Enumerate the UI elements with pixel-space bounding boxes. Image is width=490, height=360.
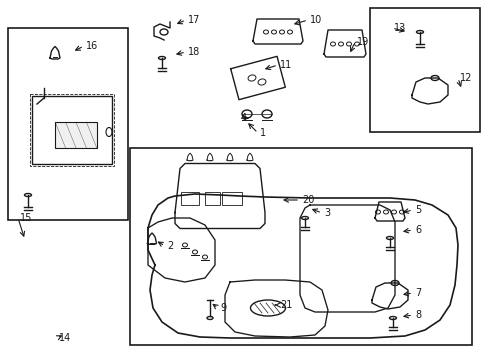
Text: 7: 7: [415, 288, 421, 298]
Text: 9: 9: [220, 303, 226, 313]
Bar: [130, 148, 472, 345]
Bar: [222, 192, 242, 204]
Bar: [204, 192, 220, 204]
Bar: [181, 192, 199, 204]
Bar: [30, 94, 114, 166]
Text: 18: 18: [188, 47, 200, 57]
Text: 14: 14: [59, 333, 71, 343]
Text: 19: 19: [357, 37, 369, 47]
Text: 20: 20: [302, 195, 315, 205]
Text: 17: 17: [188, 15, 200, 25]
Text: 4: 4: [241, 113, 247, 123]
Text: 5: 5: [415, 205, 421, 215]
Text: 1: 1: [260, 128, 266, 138]
Bar: [55, 122, 97, 148]
Text: 6: 6: [415, 225, 421, 235]
Text: 16: 16: [86, 41, 98, 51]
Text: 8: 8: [415, 310, 421, 320]
Text: 21: 21: [280, 300, 293, 310]
Text: 13: 13: [394, 23, 406, 33]
Text: 3: 3: [324, 208, 330, 218]
Text: 12: 12: [460, 73, 472, 83]
Bar: [32, 96, 112, 164]
Bar: [8, 28, 128, 220]
Text: 11: 11: [280, 60, 292, 70]
Bar: [370, 8, 480, 132]
Text: 2: 2: [167, 241, 173, 251]
Text: 15: 15: [20, 213, 32, 223]
Text: 10: 10: [310, 15, 322, 25]
